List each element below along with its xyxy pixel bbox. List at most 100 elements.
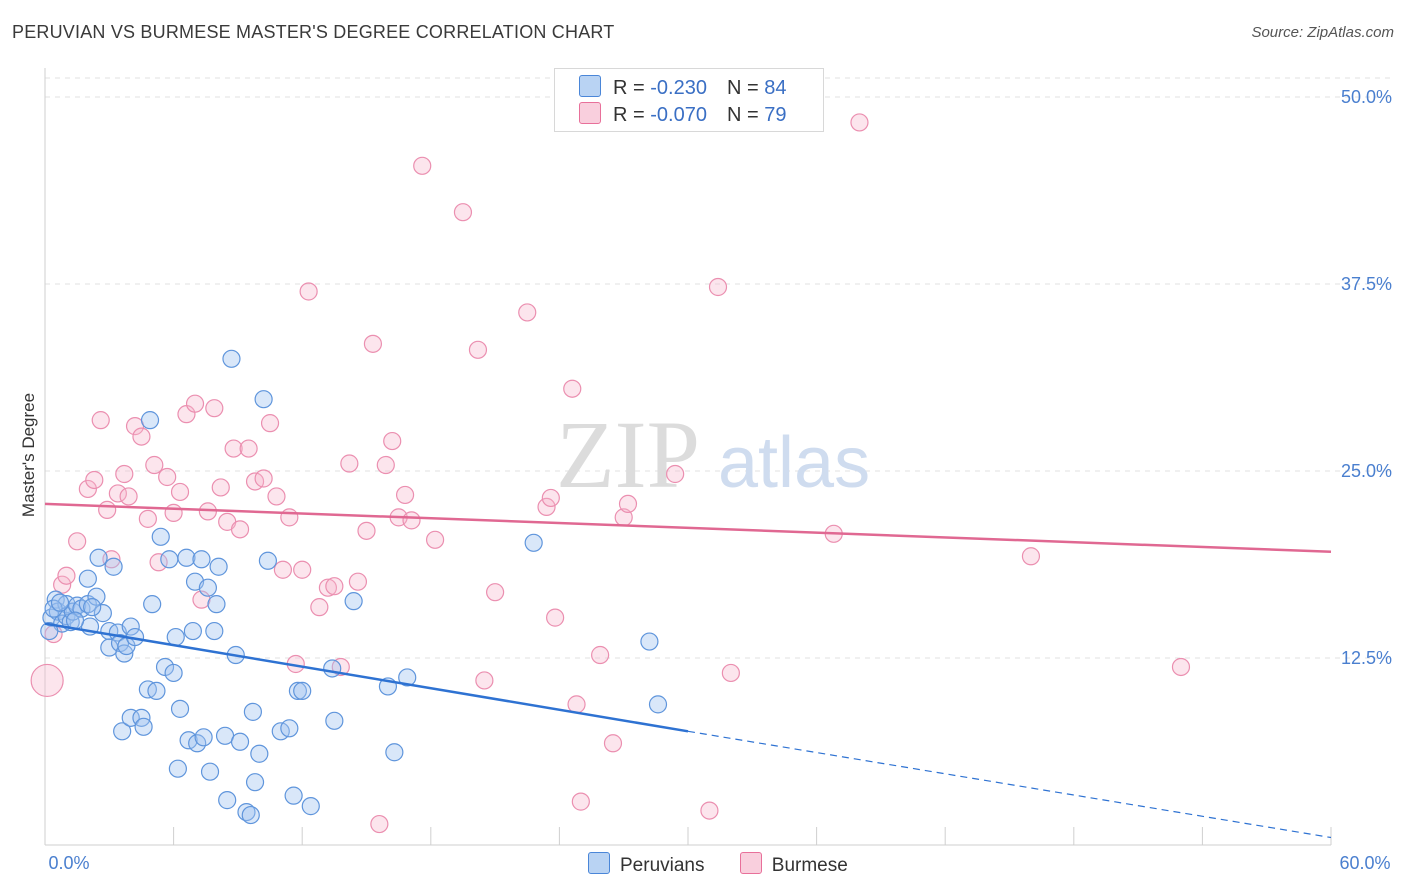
- burmese-point: [402, 511, 421, 530]
- burmese-point: [108, 484, 127, 503]
- legend-row-burmese: R = -0.070 N = 79: [579, 102, 786, 126]
- burmese-point: [340, 454, 359, 473]
- legend-swatch-peruvians-bottom: [588, 852, 610, 874]
- peruvian-point: [288, 681, 308, 701]
- burmese-point: [383, 431, 402, 451]
- burmese-point: [293, 560, 312, 579]
- burmese-point: [164, 503, 183, 522]
- burmese-point: [1021, 547, 1041, 566]
- peruvian-point: [344, 592, 363, 611]
- peruvian-point: [121, 617, 140, 636]
- burmese-point: [30, 663, 64, 698]
- burmese-point: [1171, 657, 1191, 677]
- peruvian-point: [164, 663, 183, 683]
- stats-legend: R = -0.230 N = 84 R = -0.070 N = 79: [554, 68, 824, 132]
- peruvian-point: [230, 732, 250, 751]
- burmese-point: [158, 467, 177, 487]
- peruvian-point: [222, 349, 241, 368]
- burmese-point: [299, 282, 318, 301]
- tick-labels: 12.5% 25.0% 37.5% 50.0% 0.0% 60.0%: [48, 87, 1392, 873]
- peruvian-point: [93, 604, 112, 623]
- burmese-point: [98, 500, 117, 519]
- burmese-point: [280, 508, 299, 527]
- legend-n-value-burmese: 79: [764, 104, 787, 126]
- peruvian-point: [524, 533, 543, 552]
- burmese-point: [537, 497, 556, 517]
- peruvian-point: [177, 548, 196, 567]
- legend-n-value-peruvians: 84: [764, 77, 787, 99]
- peruvian-point: [50, 593, 70, 612]
- burmese-point: [486, 583, 505, 602]
- peruvian-point: [140, 411, 160, 430]
- peruvian-point: [301, 797, 320, 816]
- burmese-point: [138, 509, 157, 528]
- peruvian-point: [121, 708, 140, 727]
- y-tick-label: 25.0%: [1341, 461, 1392, 481]
- legend-label-burmese: Burmese: [771, 855, 848, 876]
- burmese-point: [254, 469, 273, 488]
- legend-item-peruvians: Peruvians: [588, 852, 705, 877]
- burmese-point: [453, 203, 473, 222]
- peruvian-point: [209, 557, 228, 576]
- chart-source: Source: ZipAtlas.com: [1251, 24, 1394, 41]
- peruvian-point: [385, 743, 404, 762]
- legend-r-label-burmese: R =: [613, 104, 651, 126]
- series-legend: Peruvians Burmese: [588, 852, 878, 877]
- peruvian-point: [40, 621, 59, 641]
- peruvian-point: [143, 595, 162, 614]
- peruvian-point: [147, 681, 166, 701]
- peruvian-point: [78, 569, 97, 588]
- trend-line-burmese: [44, 502, 1332, 554]
- burmese-point: [850, 113, 869, 132]
- burmese-point: [370, 814, 389, 834]
- watermark-zip: ZIP: [556, 401, 700, 508]
- burmese-point: [78, 479, 97, 499]
- peruvian-point: [194, 728, 213, 747]
- burmese-point: [57, 566, 76, 585]
- burmese-point: [230, 520, 250, 539]
- burmese-point: [700, 801, 719, 820]
- watermark: ZIP atlas: [556, 401, 870, 508]
- burmese-point: [541, 488, 560, 508]
- peruvian-point: [89, 548, 108, 567]
- peruvian-point: [205, 621, 224, 641]
- peruvian-point: [280, 719, 299, 738]
- burmese-point: [267, 487, 286, 506]
- peruvian-point: [183, 621, 202, 641]
- peruvian-point: [200, 762, 220, 781]
- trend-lines: [44, 502, 1332, 839]
- burmese-point: [546, 608, 565, 627]
- burmese-point: [325, 577, 344, 596]
- peruvian-point: [134, 717, 153, 736]
- y-tick-label: 50.0%: [1341, 87, 1392, 107]
- chart-title: PERUVIAN VS BURMESE MASTER'S DEGREE CORR…: [12, 22, 615, 42]
- burmese-point: [224, 439, 243, 458]
- burmese-point: [273, 560, 293, 579]
- watermark-atlas: atlas: [718, 423, 870, 503]
- peruvian-point: [192, 550, 211, 569]
- burmese-point: [567, 695, 586, 714]
- burmese-point: [145, 455, 164, 475]
- burmese-point: [185, 394, 205, 413]
- peruvian-point: [160, 550, 179, 569]
- burmese-point: [310, 598, 329, 617]
- series-burmese-points: [30, 113, 1191, 834]
- burmese-point: [376, 455, 395, 475]
- legend-n-label-burmese: N =: [726, 104, 765, 126]
- peruvian-point: [207, 595, 226, 614]
- x-tick-label-left: 0.0%: [48, 853, 89, 873]
- burmese-point: [115, 464, 134, 484]
- burmese-point: [363, 334, 383, 353]
- burmese-point: [518, 303, 537, 322]
- peruvian-point: [323, 659, 342, 678]
- burmese-point: [239, 439, 258, 458]
- peruvian-point: [151, 527, 170, 546]
- burmese-point: [666, 464, 685, 484]
- burmese-point: [618, 494, 638, 514]
- peruvian-point: [115, 644, 134, 663]
- y-tick-label: 12.5%: [1341, 648, 1392, 668]
- legend-n-label-peruvians: N =: [726, 77, 765, 99]
- peruvian-point: [254, 390, 273, 409]
- burmese-point: [468, 340, 488, 359]
